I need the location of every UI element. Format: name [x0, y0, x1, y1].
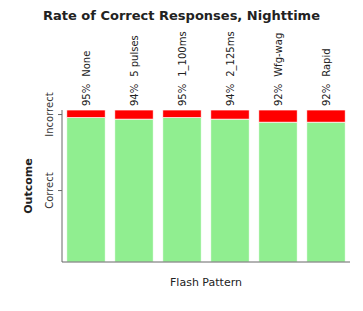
category-label-group: 92% Rapid	[321, 48, 332, 106]
category-label: Wfg-wag	[273, 33, 284, 77]
data-label: 94%	[225, 84, 236, 106]
bars	[67, 110, 345, 262]
y-axis-line	[62, 110, 63, 262]
bar-segment	[211, 119, 249, 262]
y-tick-label: Correct	[44, 172, 55, 209]
category-label-group: 94% 5 pulses	[129, 35, 140, 106]
x-axis-label: Flash Pattern	[170, 276, 242, 289]
data-label: 92%	[321, 84, 332, 106]
category-label-group: 94% 2_125ms	[225, 31, 237, 106]
category-label: 5 pulses	[129, 35, 140, 77]
data-label: 95%	[177, 84, 188, 106]
bar-segment	[115, 119, 153, 262]
category-label-group: 95% None	[81, 51, 92, 106]
bar-segment	[307, 110, 345, 122]
data-label: 94%	[129, 84, 140, 106]
chart: Rate of Correct Responses, Nighttime Corr…	[0, 0, 363, 311]
x-axis-line	[62, 262, 350, 263]
y-tick	[58, 114, 62, 115]
category-label-group: 95% 1_100ms	[177, 31, 189, 106]
bar-segment	[115, 110, 153, 119]
y-tick-label: Incorrect	[44, 92, 55, 136]
bar-segment	[211, 110, 249, 119]
bar-segment	[163, 110, 201, 118]
bar-segment	[307, 122, 345, 262]
bar-segment	[259, 122, 297, 262]
y-tick	[58, 190, 62, 191]
y-axis-label: Outcome	[22, 158, 35, 213]
bar-segment	[67, 110, 105, 118]
title: Rate of Correct Responses, Nighttime	[43, 8, 320, 23]
data-label: 95%	[81, 84, 92, 106]
category-label: None	[81, 51, 92, 77]
bar-segment	[67, 118, 105, 262]
category-label: 1_100ms	[177, 31, 189, 76]
category-label: 2_125ms	[225, 31, 237, 76]
data-label: 92%	[273, 84, 284, 106]
category-label-group: 92% Wfg-wag	[273, 33, 284, 106]
bar-segment	[259, 110, 297, 122]
category-label: Rapid	[321, 48, 332, 76]
bar-segment	[163, 118, 201, 262]
